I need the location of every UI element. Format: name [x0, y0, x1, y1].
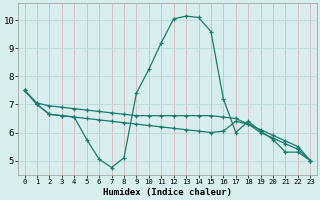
X-axis label: Humidex (Indice chaleur): Humidex (Indice chaleur): [103, 188, 232, 197]
